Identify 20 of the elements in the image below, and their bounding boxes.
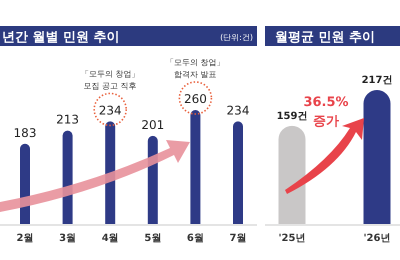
x-tick-label: 3월	[59, 233, 76, 244]
data-label: 201	[141, 118, 164, 132]
x-tick-label: 7월	[230, 233, 246, 244]
data-label: 183	[14, 126, 36, 140]
text: 「모두의 창업」 합격자 발표	[166, 58, 225, 79]
data-label: 217건	[362, 75, 392, 86]
data-label: 213	[56, 112, 80, 127]
chart-title: 월평균 민원 추이	[275, 30, 376, 45]
data-label: 234	[98, 103, 122, 118]
x-tick-label: '25년	[278, 233, 306, 244]
text: (단위:건)	[220, 33, 253, 42]
chart-title: 년간 월별 민원 추이	[2, 30, 120, 45]
x-tick-label: 4월	[102, 233, 119, 244]
text: 「모두의 창업」 모집 공고 직후	[80, 69, 140, 90]
x-tick-label: 2월	[16, 233, 34, 244]
data-label: 234	[226, 103, 250, 118]
data-label: 260	[184, 92, 207, 106]
x-tick-label: 6월	[186, 233, 204, 244]
x-tick-label: 5월	[144, 233, 162, 244]
x-tick-label: '26년	[364, 233, 390, 244]
